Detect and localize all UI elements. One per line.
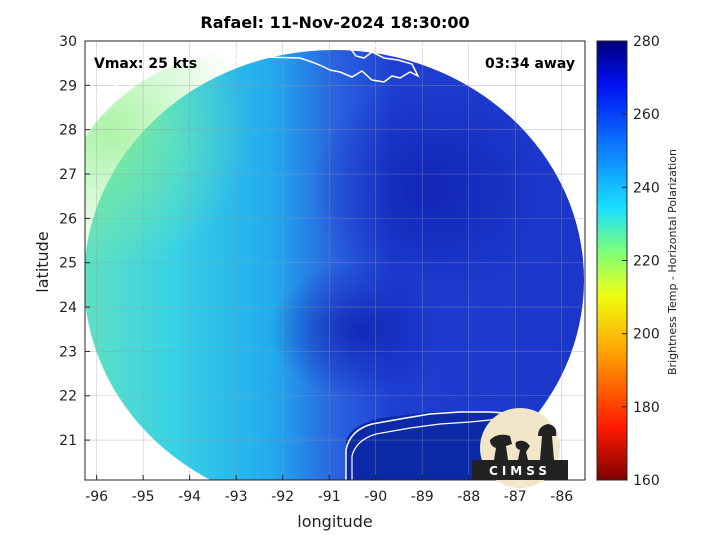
x-tick-label: -92 bbox=[271, 489, 294, 505]
colorbar-tick-label: 160 bbox=[633, 473, 660, 489]
logo-dish-silhouette bbox=[490, 424, 557, 460]
x-tick-label: -94 bbox=[178, 489, 201, 505]
y-axis-ticks: 30 29 28 27 26 25 24 23 22 21 bbox=[59, 34, 90, 449]
plot-title: Rafael: 11-Nov-2024 18:30:00 bbox=[200, 13, 469, 32]
vmax-label: Vmax: 25 kts bbox=[94, 56, 197, 72]
colorbar-tick-label: 180 bbox=[633, 400, 660, 416]
logo-text-bar bbox=[472, 460, 568, 480]
logo-text: CIMSS bbox=[489, 464, 551, 478]
colorbar-tick-label: 280 bbox=[633, 34, 660, 50]
y-tick-label: 24 bbox=[59, 300, 77, 316]
x-tick-label: -87 bbox=[504, 489, 527, 505]
y-tick-label: 25 bbox=[59, 256, 77, 272]
plot-frame bbox=[84, 40, 586, 481]
colorbar-tick-label: 220 bbox=[633, 254, 660, 270]
y-tick-label: 30 bbox=[59, 34, 77, 50]
us-gulf-coastline bbox=[231, 42, 579, 83]
x-tick-label: -96 bbox=[85, 489, 108, 505]
time-away-label: 03:34 away bbox=[485, 56, 575, 72]
y-tick-label: 23 bbox=[59, 344, 77, 360]
colorbar-tick-label: 200 bbox=[633, 327, 660, 343]
x-tick-label: -95 bbox=[132, 489, 155, 505]
y-tick-label: 28 bbox=[59, 123, 77, 139]
y-tick-label: 27 bbox=[59, 167, 77, 183]
swath-cold-region-south bbox=[270, 260, 450, 400]
y-axis-label: latitude bbox=[33, 231, 52, 292]
x-tick-label: -93 bbox=[225, 489, 248, 505]
x-axis-ticks: -96 -95 -94 -93 -92 -91 -90 -89 -88 -87 -86 bbox=[85, 475, 573, 505]
y-tick-label: 29 bbox=[59, 78, 77, 94]
x-tick-label: -88 bbox=[457, 489, 480, 505]
colorbar-tick-label: 260 bbox=[633, 107, 660, 123]
y-tick-label: 26 bbox=[59, 211, 77, 227]
colorbar-tick-label: 240 bbox=[633, 180, 660, 196]
colorbar-ticks: 280 260 240 220 200 180 160 bbox=[622, 34, 660, 489]
x-axis-label: longitude bbox=[297, 512, 372, 531]
texas-coastline bbox=[85, 55, 233, 101]
x-tick-label: -89 bbox=[411, 489, 434, 505]
x-tick-label: -91 bbox=[318, 489, 341, 505]
grid-lines bbox=[85, 41, 585, 480]
y-tick-label: 22 bbox=[59, 389, 77, 405]
y-tick-label: 21 bbox=[59, 433, 77, 449]
colorbar-label: Brightness Temp - Horizontal Polarizatio… bbox=[666, 149, 679, 375]
swath-cold-region bbox=[310, 80, 550, 300]
x-tick-label: -90 bbox=[364, 489, 387, 505]
x-tick-label: -86 bbox=[550, 489, 573, 505]
yucatan-inner-coastline bbox=[351, 417, 501, 480]
cimss-logo: CIMSS bbox=[472, 408, 568, 488]
